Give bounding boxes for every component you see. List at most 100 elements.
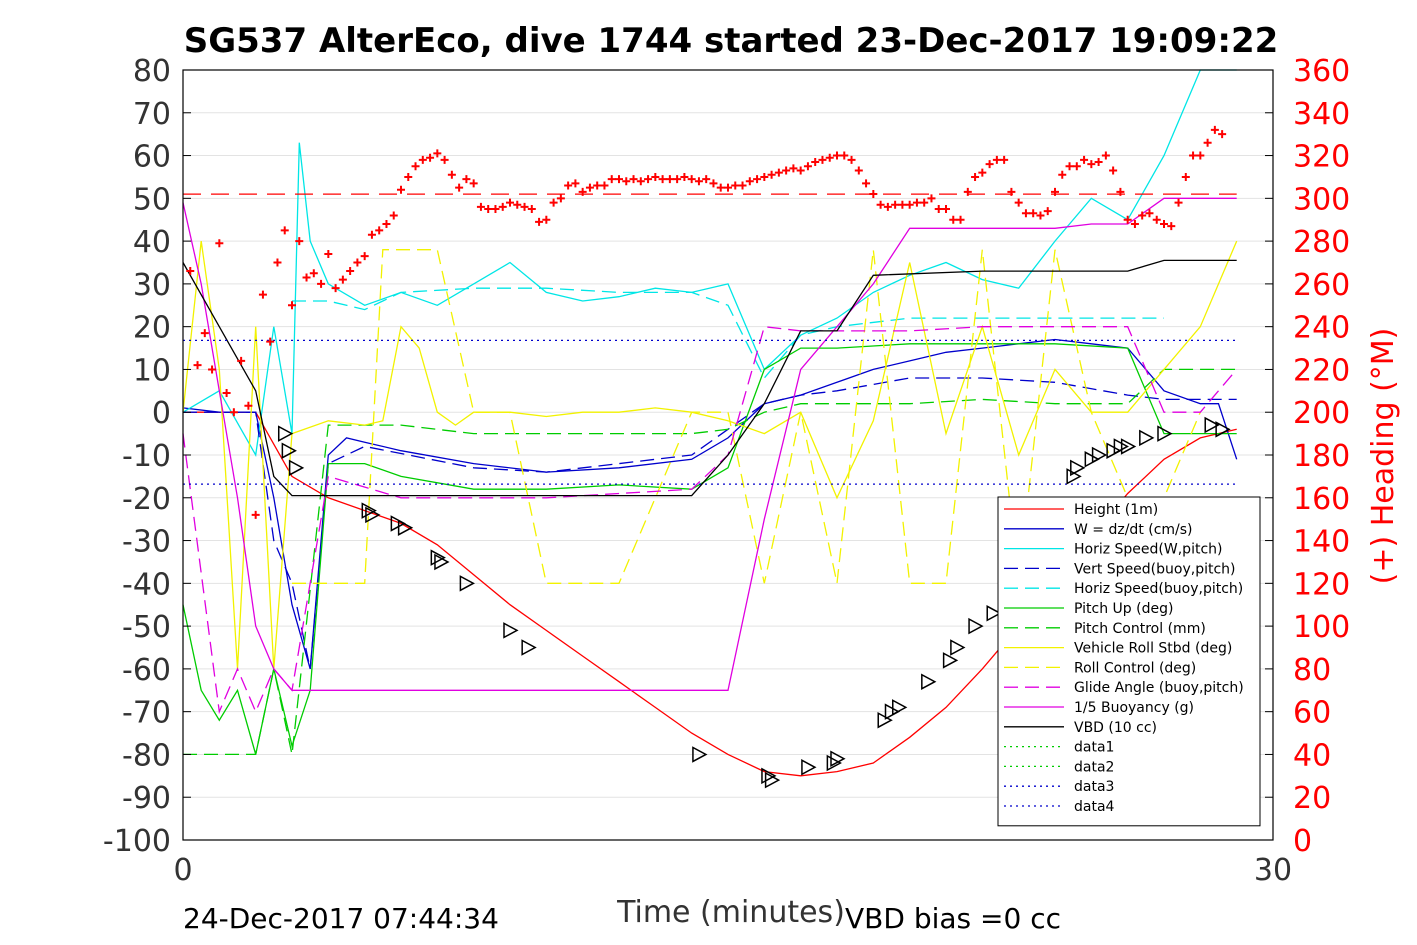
series-line-10 — [182, 197, 1237, 691]
heading-point — [200, 329, 209, 338]
legend-label: Pitch Up (deg) — [1074, 601, 1173, 617]
heading-point — [1036, 211, 1045, 220]
heading-point — [1196, 151, 1205, 160]
right-axis-label: (+) Heading (°M) — [1366, 328, 1401, 585]
depth-marker — [942, 652, 959, 669]
heading-point — [862, 179, 871, 188]
y-tick-label: -10 — [122, 439, 171, 474]
heading-point — [1130, 220, 1139, 228]
heading-point — [1189, 151, 1198, 160]
heading-point — [549, 198, 558, 207]
y-tick-label: -40 — [122, 567, 171, 602]
y-right-tick-label: 180 — [1293, 439, 1350, 474]
y-tick-label: -60 — [122, 653, 171, 688]
heading-point — [324, 249, 333, 258]
legend-label: W = dz/dt (cm/s) — [1074, 522, 1193, 538]
legend-label: Vert Speed(buoy,pitch) — [1074, 561, 1236, 577]
heading-point — [353, 258, 362, 267]
heading-point — [1109, 166, 1118, 175]
heading-point — [760, 172, 769, 181]
heading-point — [1101, 151, 1110, 160]
y-right-tick-label: 120 — [1293, 567, 1350, 602]
y-tick-label: 80 — [133, 54, 171, 89]
heading-point — [629, 175, 638, 184]
legend-label: Horiz Speed(W,pitch) — [1074, 542, 1222, 558]
heading-point — [1000, 155, 1009, 164]
heading-point — [1152, 215, 1161, 224]
legend: Height (1m) W = dz/dt (cm/s) Horiz Speed(W… — [997, 496, 1261, 827]
y-right-tick-label: 0 — [1293, 824, 1312, 859]
depth-marker — [986, 605, 1002, 622]
heading-point — [1080, 155, 1089, 164]
heading-point — [782, 166, 791, 175]
depth-marker — [1139, 429, 1155, 447]
depth-marker — [281, 442, 297, 459]
depth-marker — [801, 759, 817, 776]
legend-label: Glide Angle (buoy,pitch) — [1074, 680, 1244, 696]
chart-title: SG537 AlterEco, dive 1744 started 23-Dec… — [184, 21, 1279, 61]
heading-point — [600, 181, 609, 190]
y-right-tick-label: 220 — [1293, 353, 1350, 388]
y-tick-label: 30 — [133, 268, 171, 303]
heading-point — [694, 177, 703, 186]
heading-point — [1145, 209, 1154, 218]
heading-point — [215, 239, 224, 248]
heading-point — [564, 181, 573, 190]
heading-point — [273, 258, 282, 267]
heading-point — [1181, 172, 1190, 181]
heading-point — [905, 200, 914, 209]
depth-marker — [1113, 438, 1129, 455]
heading-point — [585, 183, 594, 192]
y-tick-label: -100 — [103, 824, 171, 859]
y-tick-label: -30 — [122, 525, 171, 560]
heading-point — [673, 175, 682, 184]
heading-point — [1043, 207, 1052, 216]
heading-point — [1087, 160, 1096, 169]
heading-point — [469, 179, 478, 188]
heading-point — [535, 217, 544, 226]
heading-point — [295, 237, 304, 246]
heading-point — [971, 172, 980, 181]
heading-point — [687, 175, 696, 184]
heading-point — [1160, 220, 1168, 228]
heading-point — [702, 175, 711, 184]
depth-marker — [503, 622, 519, 639]
heading-point — [556, 194, 565, 203]
heading-point — [636, 177, 645, 186]
series-line-8 — [292, 249, 1201, 584]
heading-point — [738, 181, 747, 190]
heading-point — [1116, 187, 1125, 196]
depth-marker — [892, 699, 908, 716]
depth-marker — [1120, 438, 1137, 455]
heading-point — [578, 187, 587, 196]
axes: 80706050403020100-10-20-30-40-50-60-70-8… — [103, 54, 1350, 888]
depth-marker — [397, 519, 414, 536]
y-tick-label: 60 — [133, 140, 171, 175]
heading-point — [680, 172, 689, 181]
x-tick-label: 30 — [1254, 853, 1292, 888]
heading-point — [229, 408, 238, 417]
depth-marker — [430, 549, 446, 566]
legend-label: 1/5 Buoyancy (g) — [1074, 700, 1194, 716]
y-tick-label: 50 — [133, 182, 171, 217]
heading-point — [978, 168, 987, 177]
heading-point — [898, 200, 907, 209]
heading-point — [920, 198, 929, 207]
heading-point — [1058, 170, 1067, 179]
heading-point — [745, 177, 754, 186]
heading-point — [498, 202, 507, 211]
x-axis-label: Time (minutes) — [616, 895, 845, 930]
y-right-tick-label: 300 — [1293, 182, 1350, 217]
heading-point — [251, 510, 260, 519]
heading-point — [280, 226, 289, 235]
legend-label: Roll Control (deg) — [1074, 660, 1196, 676]
heading-point — [1094, 157, 1103, 166]
heading-point — [375, 226, 384, 235]
y-tick-label: 0 — [152, 396, 171, 431]
heading-point — [789, 164, 798, 173]
heading-point — [411, 162, 420, 171]
y-right-tick-label: 200 — [1293, 396, 1350, 431]
series-line-3 — [183, 377, 1237, 670]
heading-point — [1203, 138, 1212, 147]
depth-marker — [288, 459, 305, 477]
